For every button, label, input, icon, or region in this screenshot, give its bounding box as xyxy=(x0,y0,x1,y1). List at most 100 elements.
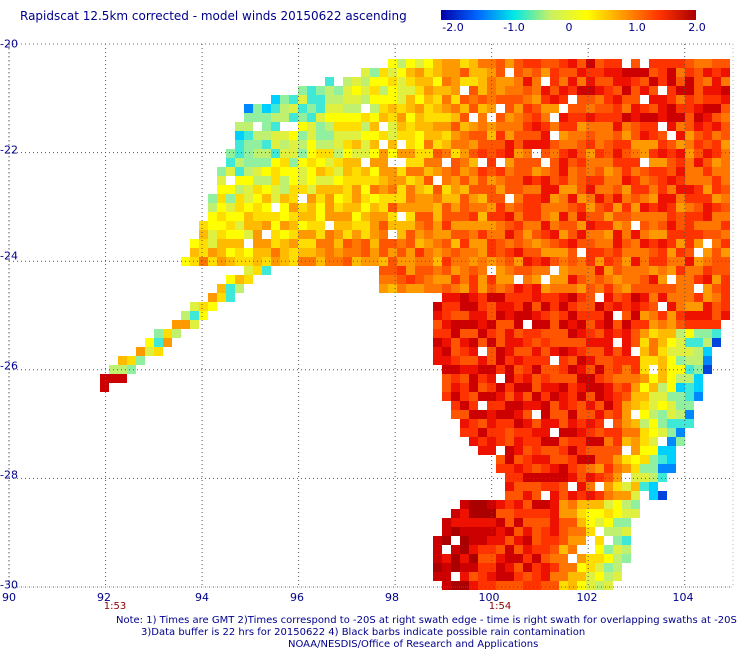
swath-cell xyxy=(640,68,649,77)
swath-cell xyxy=(667,338,676,347)
swath-cell xyxy=(694,185,703,194)
swath-cell xyxy=(244,122,253,131)
swath-cell xyxy=(487,149,496,158)
swath-cell xyxy=(289,221,298,230)
swath-cell xyxy=(451,545,460,554)
swath-cell xyxy=(496,455,505,464)
swath-cell xyxy=(631,329,640,338)
swath-cell xyxy=(514,338,523,347)
swath-cell xyxy=(478,509,487,518)
swath-cell xyxy=(676,176,685,185)
swath-cell xyxy=(460,500,469,509)
swath-cell xyxy=(658,194,667,203)
swath-cell xyxy=(631,113,640,122)
swath-cell xyxy=(361,86,370,95)
swath-cell xyxy=(586,392,595,401)
swath-cell xyxy=(505,374,514,383)
swath-cell xyxy=(541,104,550,113)
swath-cell xyxy=(613,455,622,464)
swath-cell xyxy=(604,185,613,194)
swath-cell xyxy=(505,491,514,500)
swath-cell xyxy=(496,86,505,95)
swath-cell xyxy=(595,473,604,482)
swath-cell xyxy=(460,221,469,230)
swath-cell xyxy=(568,149,577,158)
swath-cell xyxy=(505,221,514,230)
swath-cell xyxy=(631,230,640,239)
swath-cell xyxy=(613,509,622,518)
map-title: Rapidscat 12.5km corrected - model winds… xyxy=(20,9,407,23)
swath-cell xyxy=(415,212,424,221)
swath-cell xyxy=(649,203,658,212)
swath-cell xyxy=(577,86,586,95)
swath-cell xyxy=(586,572,595,581)
swath-cell xyxy=(667,158,676,167)
swath-cell xyxy=(676,365,685,374)
swath-cell xyxy=(586,104,595,113)
swath-cell xyxy=(460,194,469,203)
swath-cell xyxy=(451,131,460,140)
swath-cell xyxy=(424,221,433,230)
swath-cell xyxy=(514,131,523,140)
swath-cell xyxy=(703,329,712,338)
swath-cell xyxy=(541,194,550,203)
swath-cell xyxy=(523,527,532,536)
swath-cell xyxy=(712,257,721,266)
swath-cell xyxy=(604,302,613,311)
swath-cell xyxy=(676,347,685,356)
swath-cell xyxy=(640,320,649,329)
swath-cell xyxy=(703,176,712,185)
swath-cell xyxy=(406,167,415,176)
swath-cell xyxy=(442,365,451,374)
swath-cell xyxy=(604,167,613,176)
swath-cell xyxy=(550,527,559,536)
swath-cell xyxy=(676,410,685,419)
swath-cell xyxy=(640,356,649,365)
swath-cell xyxy=(613,491,622,500)
swath-cell xyxy=(496,131,505,140)
swath-cell xyxy=(307,95,316,104)
swath-cell xyxy=(523,482,532,491)
swath-cell xyxy=(685,266,694,275)
swath-cell xyxy=(487,131,496,140)
swath-cell xyxy=(451,320,460,329)
swath-cell xyxy=(388,275,397,284)
swath-cell xyxy=(667,419,676,428)
swath-cell xyxy=(595,329,604,338)
swath-cell xyxy=(343,149,352,158)
swath-cell xyxy=(694,59,703,68)
swath-cell xyxy=(550,185,559,194)
swath-cell xyxy=(667,464,676,473)
swath-cell xyxy=(532,527,541,536)
swath-cell xyxy=(676,293,685,302)
swath-cell xyxy=(613,113,622,122)
swath-cell xyxy=(442,122,451,131)
swath-cell xyxy=(550,473,559,482)
swath-cell xyxy=(451,104,460,113)
swath-cell xyxy=(541,563,550,572)
swath-cell xyxy=(235,122,244,131)
swath-cell xyxy=(514,230,523,239)
swath-cell xyxy=(550,275,559,284)
swath-cell xyxy=(649,122,658,131)
swath-cell xyxy=(568,68,577,77)
swath-cell xyxy=(676,221,685,230)
swath-cell xyxy=(514,140,523,149)
swath-cell xyxy=(595,311,604,320)
swath-cell xyxy=(370,212,379,221)
swath-cell xyxy=(631,149,640,158)
swath-cell xyxy=(559,518,568,527)
swath-cell xyxy=(280,212,289,221)
swath-cell xyxy=(334,113,343,122)
swath-cell xyxy=(298,113,307,122)
swath-cell xyxy=(550,248,559,257)
swath-cell xyxy=(262,212,271,221)
swath-cell xyxy=(604,482,613,491)
swath-cell xyxy=(586,158,595,167)
swath-cell xyxy=(622,275,631,284)
swath-cell xyxy=(559,329,568,338)
swath-cell xyxy=(433,536,442,545)
swath-cell xyxy=(478,131,487,140)
swath-cell xyxy=(217,212,226,221)
swath-cell xyxy=(640,401,649,410)
